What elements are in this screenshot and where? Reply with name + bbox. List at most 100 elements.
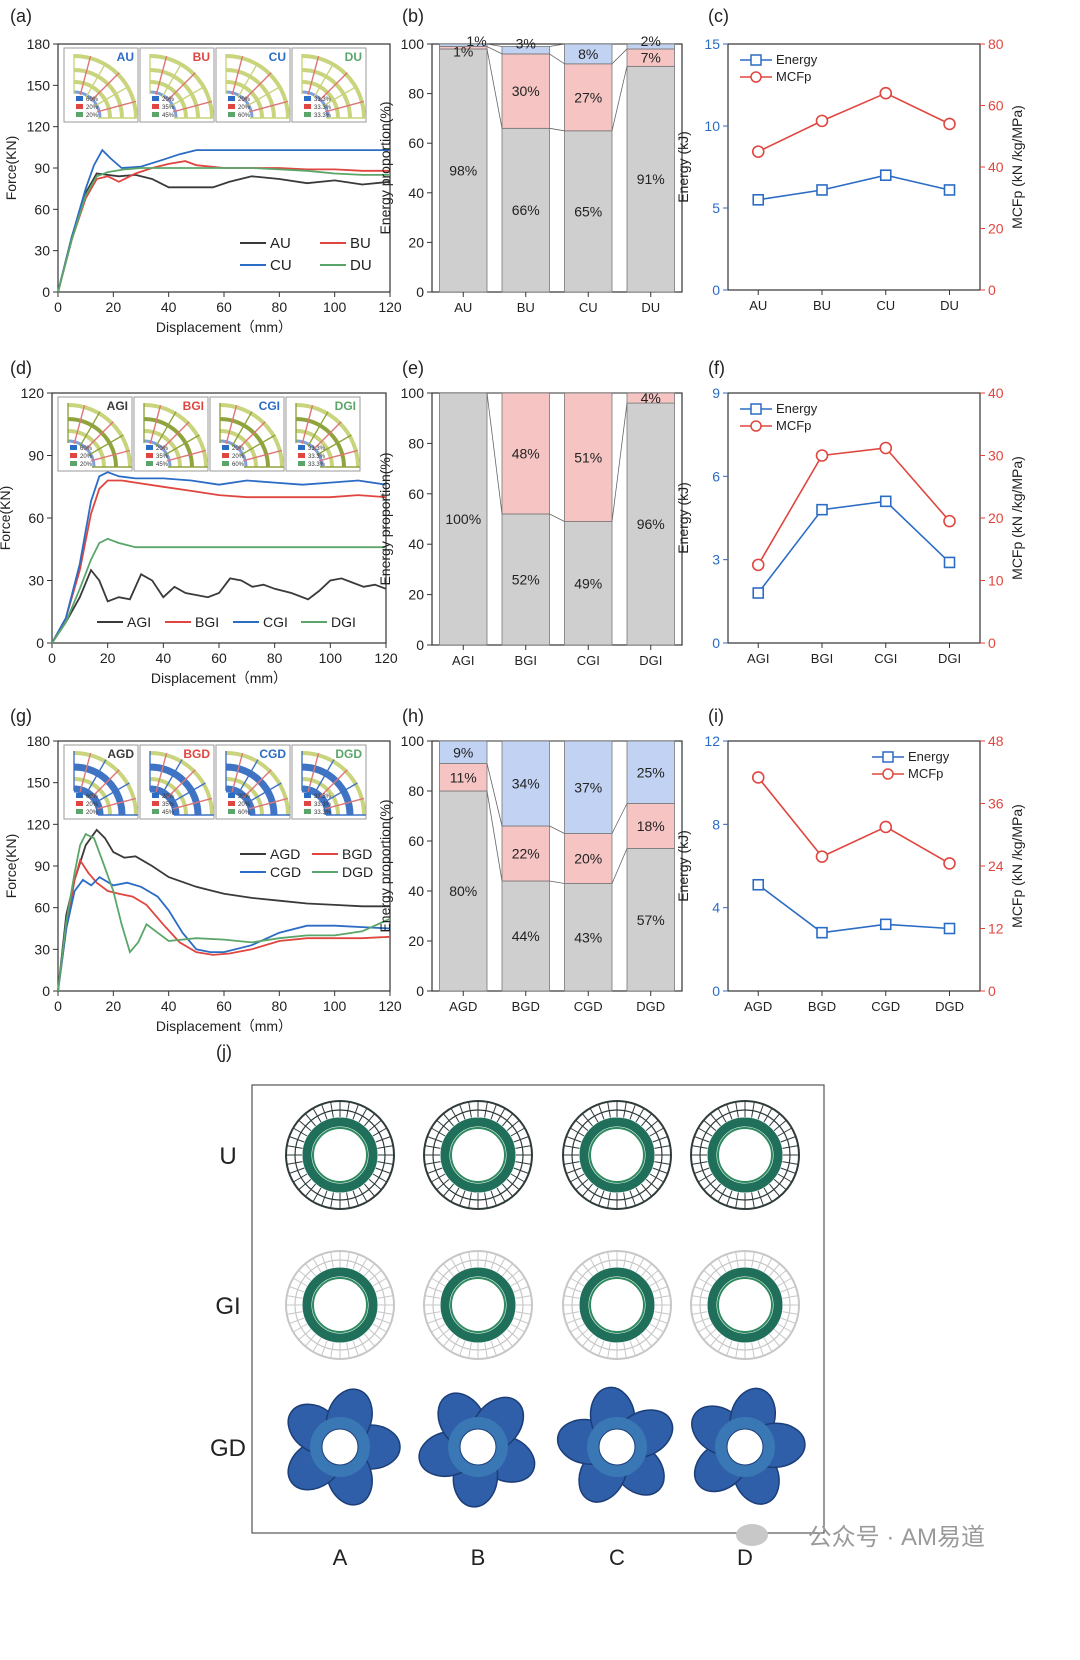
legend-label: AGD [270,846,300,862]
x-tick-label: DGD [935,999,964,1014]
bar-segment [501,46,550,55]
inset-ratio-text: 20% [86,105,99,111]
cell-wall [709,1333,721,1347]
legend-swatch [222,461,229,466]
cell-wall [703,1119,717,1131]
y-tick-label: 20 [408,234,424,250]
legend-swatch [222,445,229,450]
cell-wall [484,1251,488,1268]
cell-wall [427,1167,443,1174]
bar-data-label: 43% [574,929,602,945]
deformation-grid: U GI GD A B C D [210,1084,825,1570]
cell-wall [513,1286,529,1293]
cell-wall [330,1192,334,1209]
bar-segment [626,65,675,293]
x-tick-label: AGD [449,999,477,1014]
bar-segment [564,883,613,992]
cell-wall [515,1311,532,1315]
inset-ratio-text: 20% [156,446,169,452]
cell-wall [372,1323,388,1333]
x-tick-label: AGD [744,999,772,1014]
inset-ratio-text: 20% [238,105,251,111]
inset-quarter-ring: BGD 20% 35% 45% [139,744,215,820]
legend-swatch [152,801,159,806]
ring-spoke [149,404,162,444]
x-tick-label: 20 [100,650,116,666]
cell-wall [654,1311,671,1315]
x-tick-label: AU [454,300,472,315]
chart-legend: AGD BGD CGD DGD [240,846,373,880]
bar-data-label: 100% [445,511,481,527]
energy-proportion-bar-chart: 0 20 40 60 80 100 Energy proportion(%) 100% AGI 5… [377,385,683,668]
cell-wall [312,1107,322,1123]
cell-wall [641,1333,653,1347]
cell-wall [652,1317,668,1324]
inset-ratio-text: 35% [162,802,175,808]
stack-connector [549,513,565,522]
bar-segment [439,48,488,293]
y2-tick-label: 12 [988,921,1004,937]
inner-bore [450,1277,506,1333]
y-axis-label: Energy (kJ) [675,482,691,554]
cell-wall [654,1295,671,1299]
bar-data-label: 20% [574,851,602,867]
cell-wall [569,1277,585,1287]
ring-spoke [155,55,168,95]
cell-wall [635,1337,645,1353]
marker-circle [879,820,893,834]
bar-data-label: 37% [574,779,602,795]
inner-tube [579,1267,655,1343]
ring-spoke [94,85,130,107]
y2-axis-label: MCFp (kN /kg/MPa) [1009,105,1025,229]
y-axis-label: Energy proportion(%) [377,452,393,585]
cell-wall [292,1323,308,1333]
cell-wall [623,1342,627,1359]
x-tick-label: 40 [161,299,177,315]
row-label: U [219,1143,236,1170]
cell-wall [589,1337,599,1353]
legend-swatch [228,96,235,101]
legend-swatch [304,96,311,101]
y-tick-label: 150 [27,77,51,93]
legend-swatch [298,461,305,466]
inset-ratio-text: 20% [162,97,175,103]
energy-proportion-bar-chart: 0 20 40 60 80 100 Energy proportion(%) 80% 11% 9%… [377,733,683,1014]
cell-wall [735,1342,739,1359]
series-line-Energy [757,500,951,594]
cell-wall [292,1127,308,1137]
cell-wall [375,1286,391,1293]
cell-wall [782,1145,799,1149]
bar-data-label: 98% [449,162,477,178]
cell-wall [513,1136,529,1143]
cell-wall [372,1127,388,1137]
specimen-light [423,1250,533,1360]
ring-spoke [231,411,253,447]
y-tick-label: 90 [28,448,44,464]
y2-tick-label: 20 [988,221,1004,237]
force-displacement-chart: 0 20 40 60 80 100 120 0 30 60 90 120 Displacement（mm… [0,385,398,686]
cell-wall [502,1333,514,1347]
y-tick-label: 0 [712,635,720,651]
cell-wall [510,1277,526,1287]
inset-ratio-text: 60% [80,446,93,452]
cell-wall [304,1183,316,1197]
inset-label: BGD [183,747,210,761]
cell-wall [629,1190,636,1206]
series-line-AGI [51,568,387,644]
legend-label: DU [350,257,372,274]
cell-wall [490,1340,497,1356]
x-tick-label: 0 [48,650,56,666]
panel-label: (e) [402,358,424,378]
y-tick-label: 0 [712,983,720,999]
y-tick-label: 0 [416,983,424,999]
ring-spoke [90,769,120,799]
series-line-CU [57,148,390,293]
cell-wall [346,1251,350,1268]
y2-tick-label: 0 [988,282,996,298]
cell-wall [352,1104,359,1120]
y2-tick-label: 48 [988,733,1004,749]
cell-wall [352,1190,359,1206]
legend-swatch [146,461,153,466]
cell-wall [726,1190,733,1206]
cell-wall [515,1161,532,1165]
